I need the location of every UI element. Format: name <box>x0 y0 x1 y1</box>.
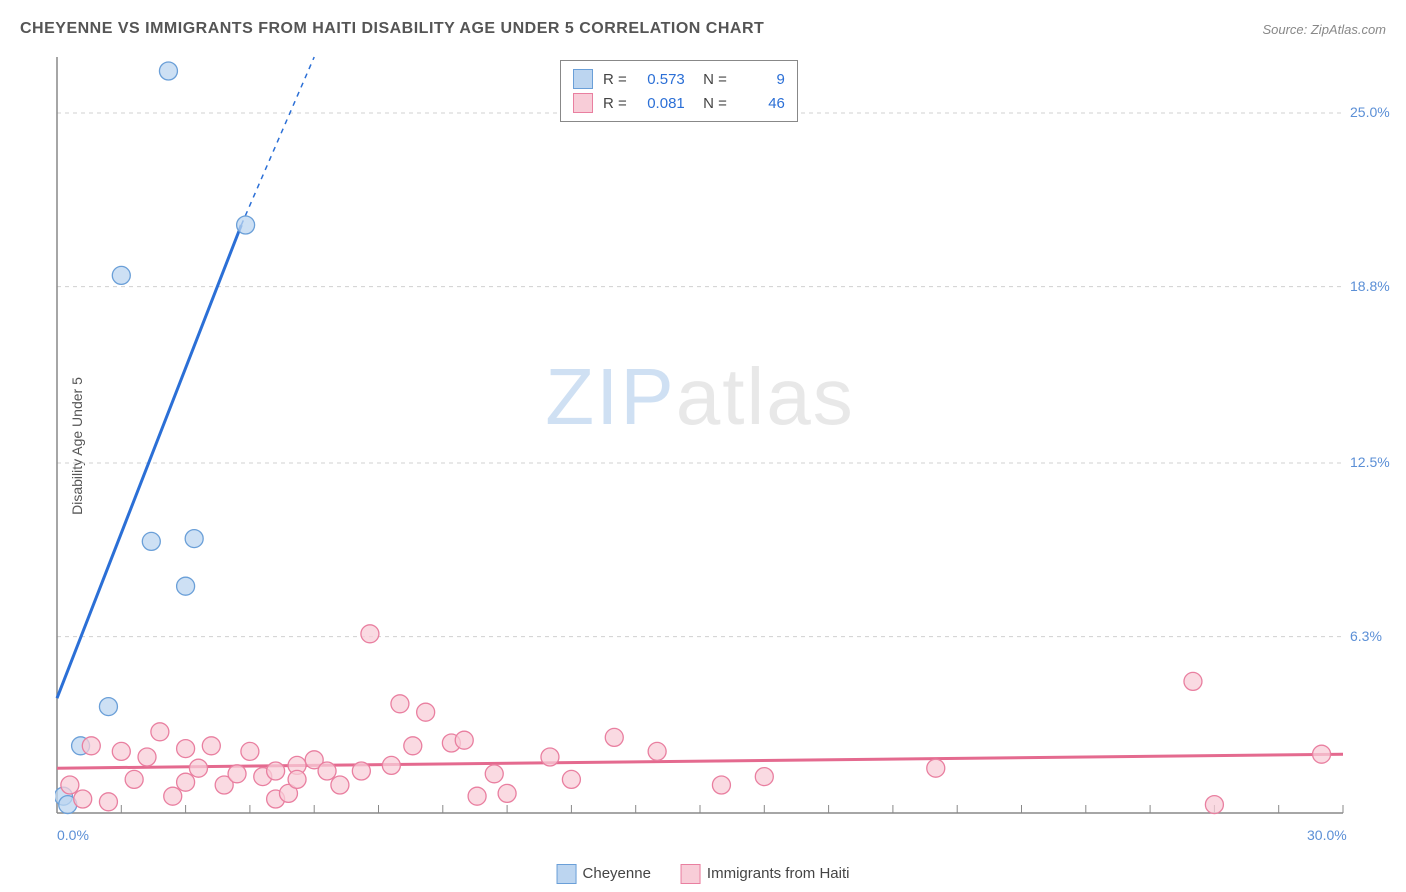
legend-swatch <box>573 69 593 89</box>
x-tick-label: 30.0% <box>1307 827 1347 843</box>
legend-swatch <box>557 864 577 884</box>
n-value: 46 <box>737 95 785 112</box>
r-label: R = <box>603 71 627 88</box>
r-value: 0.081 <box>637 95 685 112</box>
header: CHEYENNE VS IMMIGRANTS FROM HAITI DISABI… <box>20 20 1386 38</box>
series-legend-label: Cheyenne <box>583 865 651 882</box>
stats-legend: R = 0.573 N = 9 R = 0.081 N = 46 <box>560 60 798 122</box>
series-legend-label: Immigrants from Haiti <box>707 865 850 882</box>
n-value: 9 <box>737 71 785 88</box>
source-attribution: Source: ZipAtlas.com <box>1262 22 1386 37</box>
legend-swatch <box>573 93 593 113</box>
y-tick-label: 12.5% <box>1350 454 1400 470</box>
series-legend-item: Cheyenne <box>557 864 651 884</box>
series-legend: Cheyenne Immigrants from Haiti <box>557 864 850 884</box>
y-tick-label: 6.3% <box>1350 628 1400 644</box>
n-label: N = <box>695 95 727 112</box>
y-tick-label: 25.0% <box>1350 104 1400 120</box>
n-label: N = <box>695 71 727 88</box>
chart-area: ZIPatlas 6.3%12.5%18.8%25.0% 0.0%30.0% <box>55 55 1345 815</box>
stats-legend-row: R = 0.081 N = 46 <box>573 91 785 115</box>
scatter-plot <box>55 55 1345 815</box>
r-label: R = <box>603 95 627 112</box>
legend-swatch <box>681 864 701 884</box>
r-value: 0.573 <box>637 71 685 88</box>
stats-legend-row: R = 0.573 N = 9 <box>573 67 785 91</box>
y-tick-label: 18.8% <box>1350 278 1400 294</box>
series-legend-item: Immigrants from Haiti <box>681 864 850 884</box>
x-tick-label: 0.0% <box>57 827 89 843</box>
chart-title: CHEYENNE VS IMMIGRANTS FROM HAITI DISABI… <box>20 20 764 38</box>
